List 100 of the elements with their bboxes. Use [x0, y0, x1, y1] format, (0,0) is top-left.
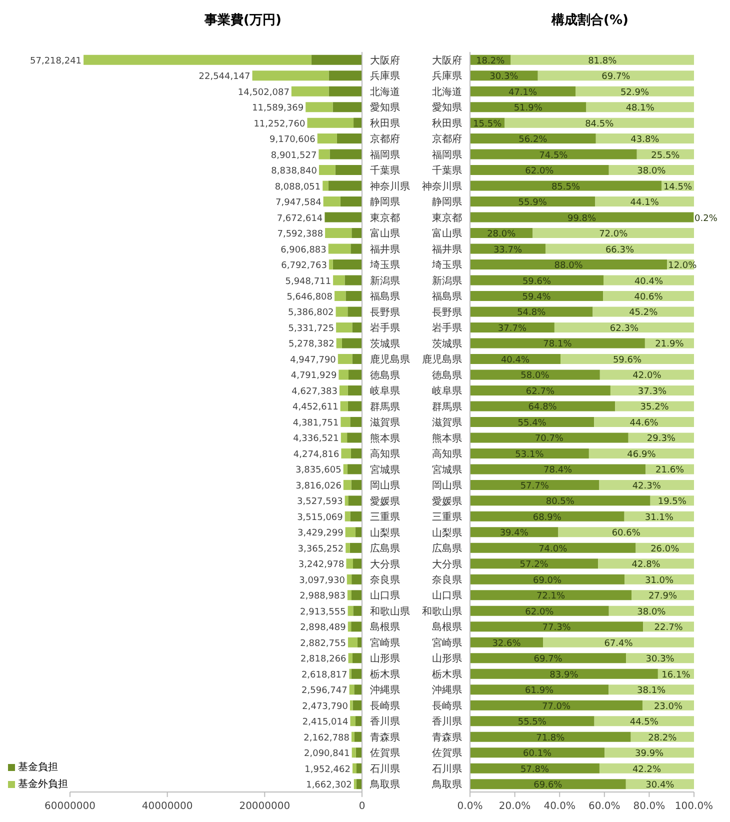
bar	[344, 511, 350, 522]
y-tick-label: 島根県	[432, 621, 462, 634]
y-tick-label: 静岡県	[370, 196, 400, 208]
y-tick-label: 栃木県	[432, 668, 462, 680]
data-label: 18.2%	[476, 56, 506, 66]
y-tick-label: 群馬県	[432, 400, 462, 413]
bar	[349, 684, 354, 695]
data-label: 66.3%	[605, 245, 634, 256]
x-tick-label: 100.0%	[674, 801, 714, 812]
y-tick-label: 熊本県	[432, 432, 462, 444]
y-tick-label: 富山県	[432, 228, 462, 240]
bar	[470, 275, 604, 286]
y-tick-label: 大阪府	[370, 54, 400, 66]
bar	[354, 684, 362, 695]
chart-title: 構成割合(%)	[550, 12, 630, 30]
bar	[348, 385, 362, 396]
data-label: 37.7%	[498, 324, 527, 334]
y-tick-label: 石川県	[432, 762, 462, 775]
bar	[470, 558, 598, 569]
y-tick-label: 愛媛県	[370, 495, 400, 508]
data-label: 70.7%	[534, 434, 564, 444]
data-label: 62.3%	[610, 324, 639, 334]
y-tick-label: 徳島県	[370, 369, 400, 382]
data-label: 28.0%	[487, 230, 516, 240]
total-label: 4,791,929	[290, 371, 337, 382]
bar	[470, 432, 628, 443]
data-label: 57.7%	[520, 481, 550, 492]
bar	[355, 716, 362, 726]
data-label: 0.2%	[694, 214, 718, 224]
data-label: 40.4%	[500, 355, 530, 366]
bar	[350, 700, 353, 710]
bar	[352, 354, 362, 364]
bar	[338, 370, 348, 380]
data-label: 84.5%	[585, 119, 614, 130]
bar	[470, 149, 637, 160]
bar	[351, 480, 362, 490]
bar	[592, 306, 694, 317]
bar	[470, 748, 605, 758]
bar	[504, 118, 694, 128]
bar	[341, 448, 351, 458]
bar	[599, 480, 694, 490]
y-tick-label: 京都府	[432, 133, 462, 146]
bar	[84, 54, 312, 65]
bar	[317, 134, 337, 144]
bar	[470, 716, 594, 726]
total-label: 3,429,299	[298, 528, 344, 539]
y-tick-label: 東京都	[370, 212, 400, 224]
y-tick-label: 高知県	[370, 448, 400, 460]
bar	[470, 496, 650, 506]
data-label: 29.3%	[646, 434, 676, 444]
data-label: 62.0%	[525, 166, 554, 177]
bar	[470, 322, 554, 332]
bar	[596, 134, 694, 144]
bar	[470, 86, 576, 96]
y-tick-label: 福島県	[370, 290, 400, 303]
bar	[354, 779, 356, 790]
bar	[470, 212, 694, 222]
data-label: 59.4%	[522, 292, 552, 303]
data-label: 85.5%	[551, 182, 580, 192]
y-tick-label: 福島県	[432, 290, 462, 303]
legend-label: 基金負担	[18, 760, 58, 774]
y-tick-label: 香川県	[370, 716, 400, 728]
bar	[351, 732, 354, 742]
total-label: 2,415,014	[302, 718, 349, 728]
bar	[603, 291, 694, 302]
data-label: 53.1%	[515, 450, 544, 460]
total-label: 2,618,817	[301, 670, 348, 680]
bar	[560, 354, 694, 364]
bar	[470, 370, 600, 380]
legend-label: 基金外負担	[18, 778, 68, 791]
data-label: 46.9%	[627, 450, 656, 460]
x-tick-label: 20000000	[239, 801, 290, 812]
y-tick-label: 宮崎県	[432, 636, 462, 649]
total-label: 3,242,978	[298, 560, 344, 570]
data-label: 62.7%	[526, 386, 555, 397]
bar	[610, 385, 694, 396]
bar	[346, 291, 362, 302]
y-tick-label: 滋賀県	[432, 416, 462, 429]
bar	[344, 275, 362, 286]
bar	[352, 558, 362, 569]
y-tick-label: 滋賀県	[370, 416, 400, 429]
y-tick-label: 兵庫県	[370, 70, 400, 82]
bar	[470, 622, 644, 632]
data-label: 64.8%	[528, 402, 558, 413]
total-label: 3,816,026	[296, 481, 342, 492]
bar	[348, 637, 358, 648]
total-label: 22,544,147	[198, 72, 250, 82]
bar	[346, 558, 353, 569]
bar	[307, 118, 354, 128]
bar	[318, 165, 336, 176]
y-tick-label: 佐賀県	[370, 747, 400, 760]
data-label: 56.2%	[518, 135, 548, 146]
data-label: 30.3%	[490, 72, 519, 82]
y-tick-label: 愛知県	[370, 102, 400, 114]
total-label: 7,672,614	[276, 214, 323, 224]
bar	[470, 606, 609, 616]
data-label: 67.4%	[604, 638, 634, 649]
y-tick-label: 鳥取県	[431, 778, 462, 791]
bar	[348, 401, 362, 412]
data-label: 61.9%	[525, 686, 554, 696]
